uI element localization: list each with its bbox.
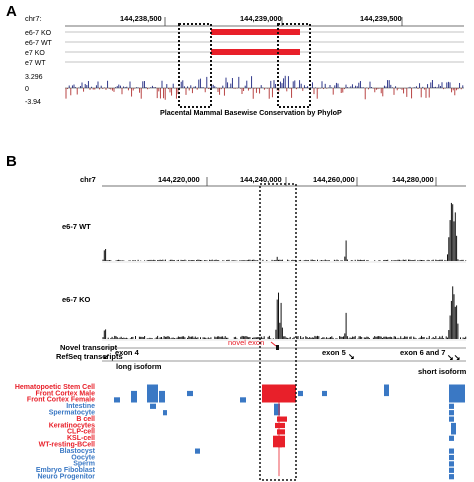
tissue-label: Front Cortex Male [35, 390, 95, 397]
panel-a-pos-2: 144,239,000 [240, 14, 282, 23]
panel-a-pos-3: 144,239,500 [360, 14, 402, 23]
tissue-label: Spermatocyte [49, 410, 95, 417]
expression-block [195, 448, 200, 454]
highlight-box-novel-exon [259, 183, 297, 481]
exon-bar-e7-ko [211, 49, 300, 55]
expression-block [449, 410, 454, 416]
coverage-track-ko [102, 286, 467, 339]
tissue-label: CLP-cell [67, 429, 95, 436]
novel-transcript-label: Novel transcript [60, 343, 118, 352]
panel-a-letter: A [6, 3, 17, 20]
expression-block [240, 397, 246, 403]
expression-block [131, 390, 137, 403]
tissue-label: Intestine [66, 403, 95, 410]
panel-b-chrom-label: chr7 [80, 175, 96, 184]
expression-block [163, 410, 167, 416]
exon5-label: exon 5 [322, 348, 346, 357]
short-isoform-label: short isoform [418, 367, 467, 376]
tissue-label: WT-resting-BCell [39, 442, 95, 449]
panel-b-pos-1: 144,220,000 [158, 175, 200, 184]
conservation-min-label: -3.94 [25, 99, 41, 106]
panel-a-pos-1: 144,238,500 [120, 14, 162, 23]
expression-block [322, 390, 327, 397]
novel-exon-label: novel exon [228, 338, 264, 347]
expression-block [150, 403, 156, 409]
panel-b-letter: B [6, 153, 17, 170]
panel-b-pos-3: 144,260,000 [313, 175, 355, 184]
expression-block [274, 403, 280, 416]
tissue-label: Neuro Progenitor [37, 474, 95, 481]
exon67-label: exon 6 and 7 [400, 348, 445, 357]
panel-a-track-label: e6-7 KO [25, 30, 52, 37]
tissue-label: Front Cortex Female [27, 397, 95, 404]
expression-block [449, 384, 465, 403]
conservation-zero-label: 0 [25, 86, 29, 93]
expression-block [449, 474, 454, 480]
tissue-label: Sperm [73, 461, 95, 468]
expression-block [449, 435, 454, 441]
panel-b-pos-2: 144,240,000 [240, 175, 282, 184]
refseq-transcripts-label: RefSeq transcripts [56, 352, 123, 361]
expression-block [277, 416, 287, 422]
panel-a: A chr7: 144,238,500 144,239,000 144,239,… [6, 3, 464, 117]
tissue-label: KSL-cell [67, 435, 95, 442]
conservation-track [65, 75, 464, 100]
novel-exon-mark [276, 345, 279, 350]
expression-block [159, 390, 165, 403]
tissue-label: Embryo Fiboblast [36, 467, 96, 474]
coverage-track-label-ko: e6-7 KO [62, 295, 91, 304]
conservation-max-label: 3.296 [25, 74, 43, 81]
highlight-box-left [178, 23, 212, 108]
expression-block [449, 461, 454, 467]
panel-a-track-label: e6-7 WT [25, 40, 53, 47]
highlight-box-right [277, 23, 311, 108]
tissue-expression-blocks [114, 384, 465, 480]
expression-block [451, 422, 456, 435]
expression-block [449, 454, 454, 461]
coverage-track-wt [102, 202, 467, 261]
conservation-caption: Placental Mammal Basewise Conservation b… [160, 108, 342, 117]
tissue-label: Blastocyst [60, 448, 96, 455]
panel-a-chrom-label: chr7: [25, 14, 42, 23]
exon5-arrow-icon: ↘ [348, 352, 355, 361]
expression-block [449, 416, 454, 422]
expression-block [277, 429, 285, 435]
tissue-label: B cell [76, 416, 95, 423]
novel-exon-arrow [270, 341, 277, 347]
panel-b-pos-4: 144,280,000 [392, 175, 434, 184]
exon4-label: exon 4 [115, 348, 140, 357]
expression-block [187, 390, 193, 397]
expression-block [278, 442, 282, 448]
exon-bar-e6-7-ko [211, 29, 300, 35]
panel-a-track-label: e7 KO [25, 50, 45, 57]
expression-block [384, 384, 389, 397]
tissue-label: Keratinocytes [49, 422, 95, 429]
long-isoform-label: long isoform [116, 362, 162, 371]
exon4-arrow-icon: ↙ [103, 352, 110, 361]
expression-block [449, 467, 454, 473]
expression-block [449, 403, 454, 409]
expression-block [147, 384, 158, 403]
panel-a-track-label: e7 WT [25, 60, 46, 67]
tissue-label: Oocyte [71, 454, 95, 461]
expression-block [275, 422, 285, 429]
expression-block [298, 390, 303, 397]
expression-block [114, 397, 120, 403]
panel-b: B chr7 144,220,000 144,240,000 144,260,0… [6, 153, 467, 481]
tissue-label: Hematopoetic Stem Cell [15, 384, 95, 391]
exon67-arrow-icon: ↘↘ [447, 353, 460, 362]
coverage-track-label-wt: e6-7 WT [62, 222, 91, 231]
expression-block [449, 448, 454, 454]
